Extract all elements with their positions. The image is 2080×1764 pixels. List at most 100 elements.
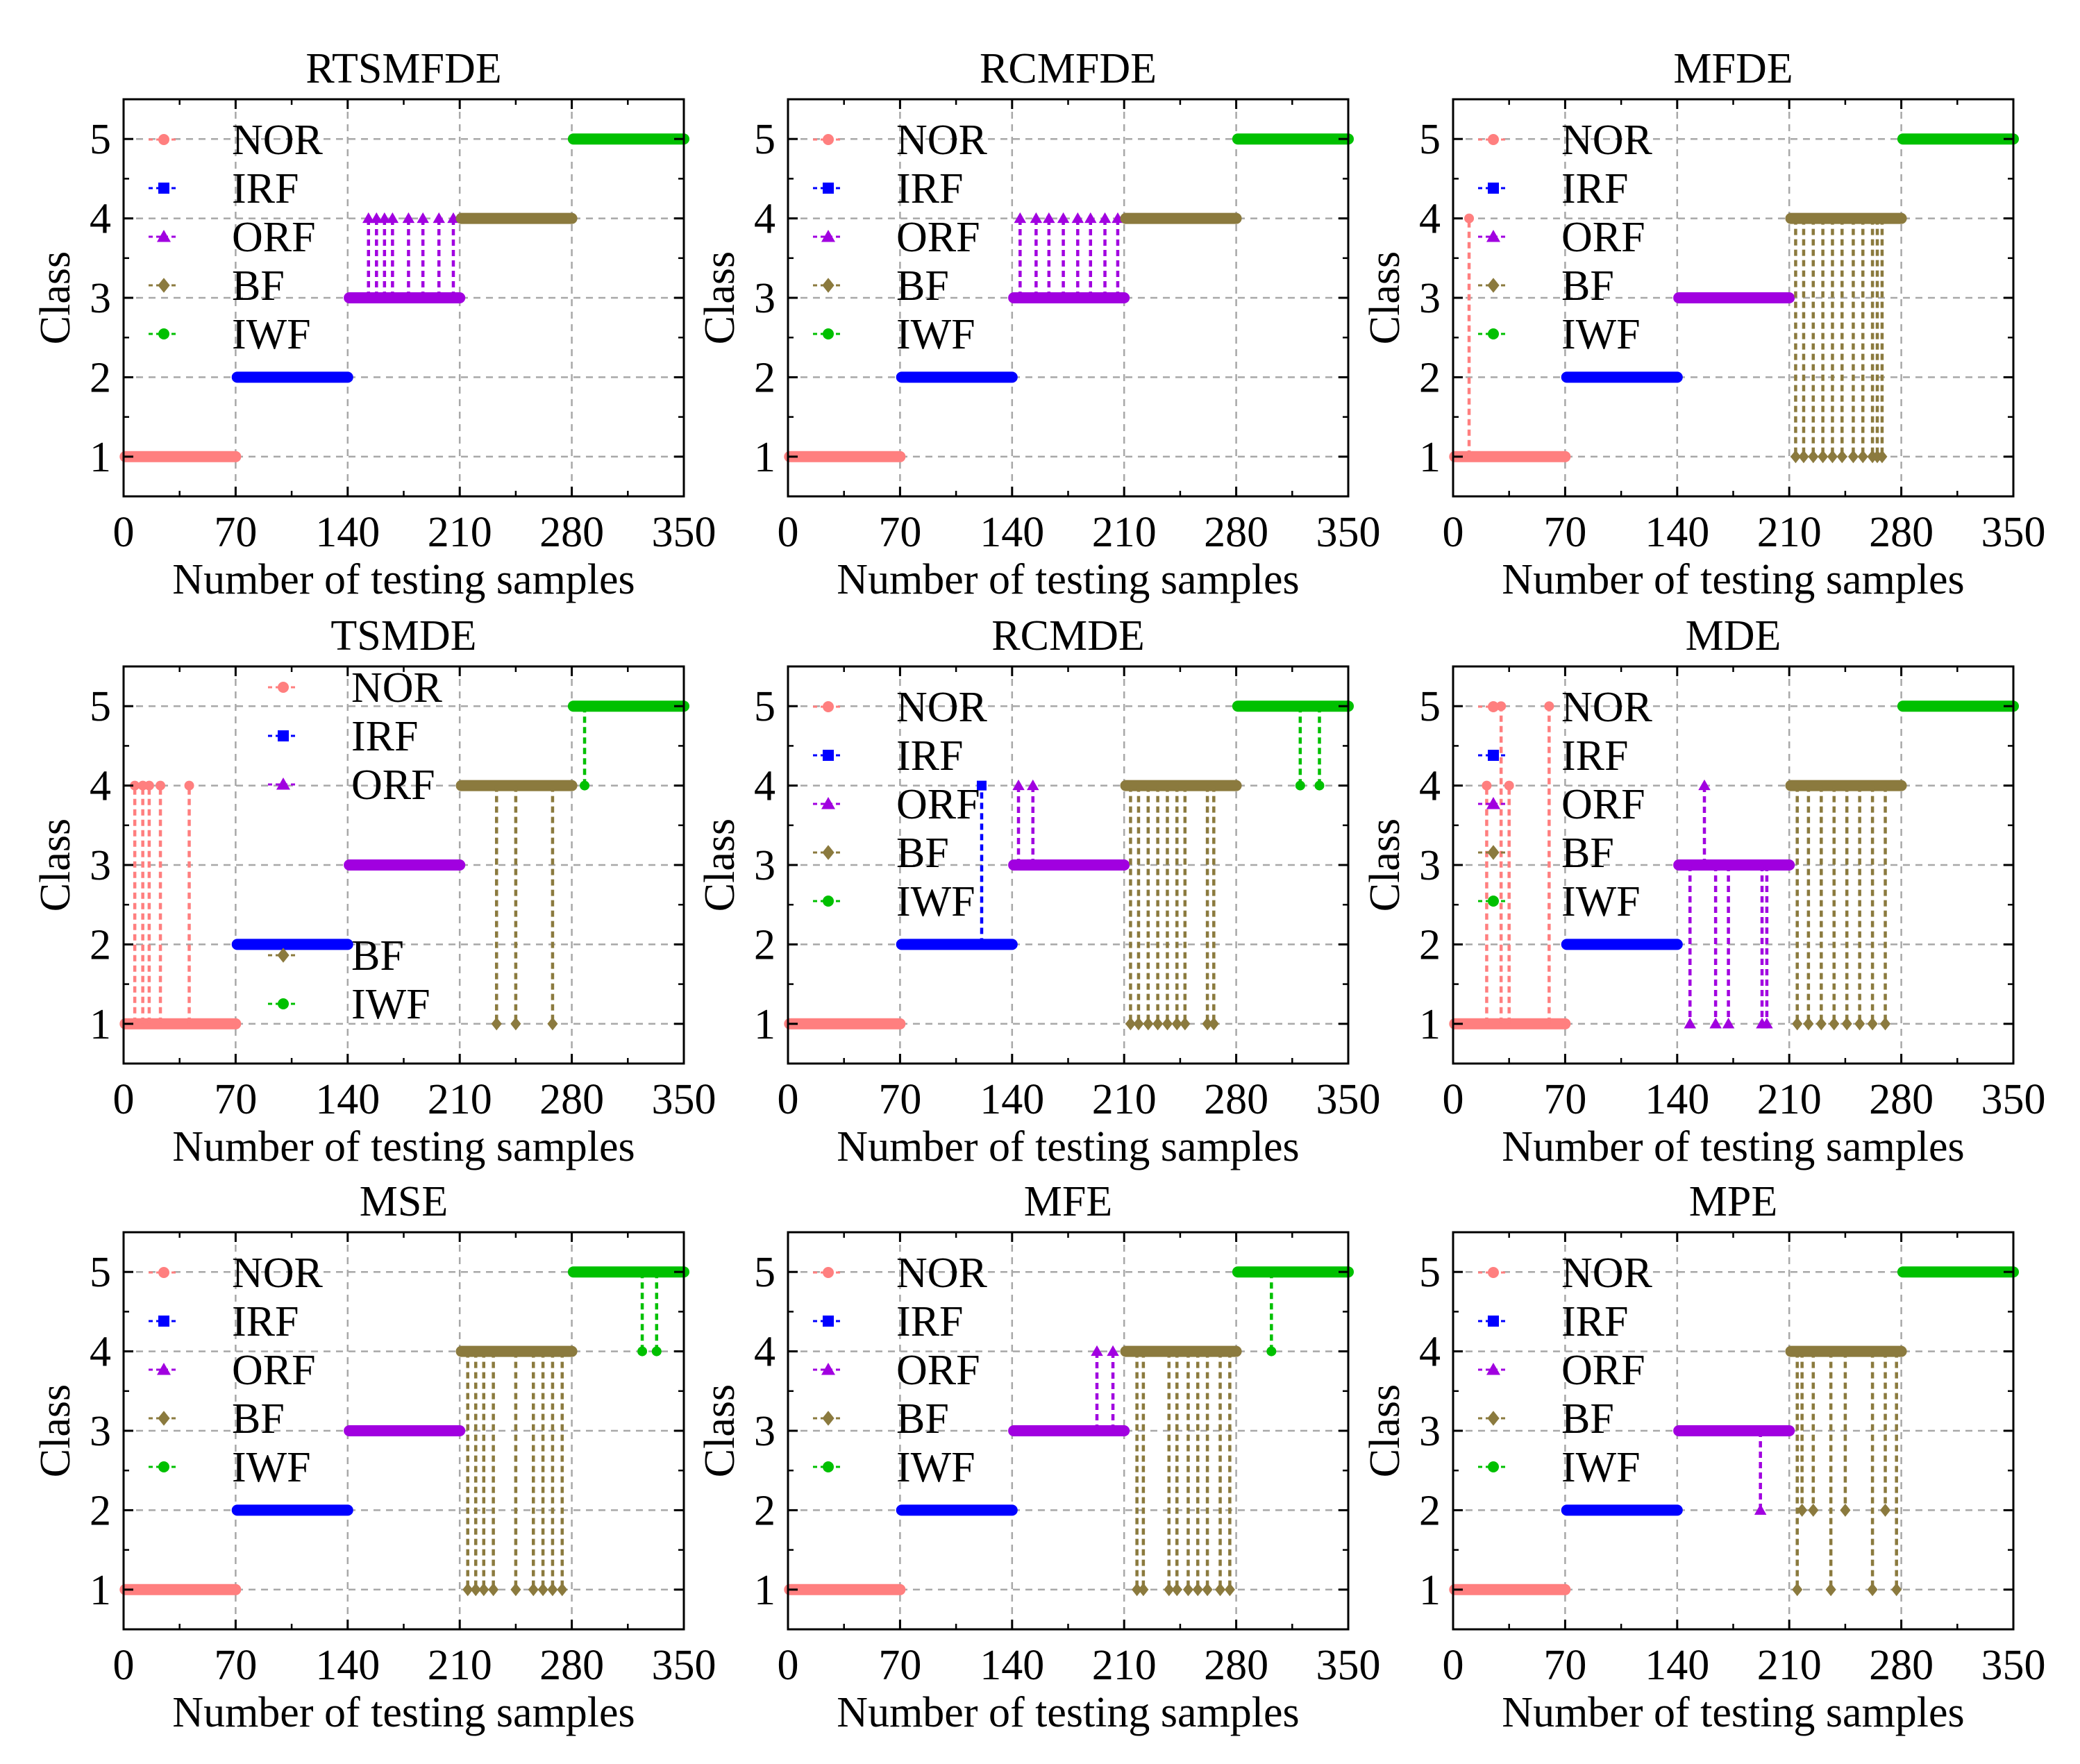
legend-marker-iwf [158,328,169,339]
x-tick-label: 350 [652,1642,716,1689]
x-tick-label: 0 [1443,1076,1464,1123]
chart-title: RCMDE [991,612,1144,660]
legend-marker-orf [1486,1363,1500,1375]
y-tick-label: 3 [754,842,775,889]
subplot-mde: 0 70 140 210 280 350 1 2 3 4 5 MDE Number of testing… [1361,612,2046,1170]
y-tick-label: 2 [1419,921,1441,968]
misclass-point-iwf [580,780,590,791]
plot-data [784,1266,1354,1597]
misclass-point-bf [1857,450,1868,464]
legend-marker-iwf [1488,1461,1499,1472]
ticks: 0 70 140 210 280 350 1 2 3 4 5 [90,99,716,556]
x-tick-label: 210 [1757,1076,1822,1123]
legend-label-iwf: IWF [1561,878,1641,925]
misclass-point-orf [1027,779,1039,791]
legend-marker-orf [276,778,290,790]
misclass-point-orf [433,212,445,224]
misclass-point-bf [1138,1583,1149,1597]
y-tick-label: 3 [1419,842,1441,889]
misclass-point-bf [1202,1017,1213,1031]
misclass-point-bf [1214,1583,1226,1597]
legend-label-iwf: IWF [351,981,430,1028]
misclass-point-orf [378,212,391,224]
x-axis-label: Number of testing samples [1502,1689,1964,1736]
misclass-point-bf [1867,1017,1878,1031]
legend-label-orf: ORF [896,1347,980,1394]
x-tick-label: 280 [1204,509,1268,556]
legend-marker-bf [1487,1411,1500,1426]
misclass-point-bf [1825,1583,1836,1597]
misclass-point-nor [144,780,154,791]
misclass-point-bf [1792,1583,1803,1597]
legend-marker-nor [1488,1267,1499,1278]
misclass-point-bf [1847,450,1859,464]
x-tick-label: 0 [778,509,799,556]
misclass-point-nor [1504,780,1514,791]
x-tick-label: 70 [214,509,257,556]
misclass-point-bf [1192,1583,1203,1597]
misclass-point-bf [1182,1583,1193,1597]
y-tick-label: 2 [1419,1487,1441,1534]
misclass-point-bf [1208,1017,1219,1031]
y-tick-label: 1 [754,434,775,481]
legend-label-irf: IRF [1561,732,1628,780]
misclass-point-orf [1722,1018,1735,1029]
misclass-point-bf [1797,1503,1808,1517]
legend-label-irf: IRF [1561,1298,1628,1345]
plot-data [784,133,1354,462]
y-tick-label: 4 [1419,196,1441,243]
legend-label-irf: IRF [896,1298,963,1345]
y-tick-label: 5 [1419,116,1441,163]
legend-label-orf: ORF [1561,1347,1645,1394]
misclass-point-orf [1043,212,1055,224]
legend-label-nor: NOR [1561,1250,1653,1297]
x-tick-label: 210 [428,1642,492,1689]
y-tick-label: 4 [90,196,111,243]
y-tick-label: 1 [1419,1567,1441,1614]
y-tick-label: 3 [90,1408,111,1455]
ticks: 0 70 140 210 280 350 1 2 3 4 5 [90,1232,716,1689]
y-tick-label: 5 [90,116,111,163]
misclass-point-iwf [1266,1346,1277,1356]
y-tick-label: 4 [754,1329,775,1376]
misclass-point-orf [1084,212,1097,224]
legend-marker-orf [157,1363,171,1375]
y-tick-label: 1 [90,434,111,481]
misclass-point-bf [1877,450,1888,464]
misclass-point-bf [1143,1017,1154,1031]
x-tick-label: 350 [1316,509,1381,556]
y-tick-label: 5 [1419,683,1441,730]
legend-marker-nor [158,134,169,145]
legend-marker-iwf [1488,328,1499,339]
misclass-point-orf [370,212,383,224]
misclass-point-bf [1879,1503,1891,1517]
misclass-point-orf [1057,212,1070,224]
x-tick-label: 210 [1092,1642,1157,1689]
misclass-point-bf [1818,450,1829,464]
legend-marker-iwf [1488,896,1499,907]
x-tick-label: 70 [1543,1642,1586,1689]
legend-label-iwf: IWF [232,311,311,358]
y-tick-label: 5 [754,116,775,163]
subplot-rtsmfde: 0 70 140 210 280 350 1 2 3 4 5 RTSMFDE Number of tes… [32,45,716,603]
x-tick-label: 140 [1645,1076,1709,1123]
misclass-point-irf [976,780,987,791]
ticks: 0 70 140 210 280 350 1 2 3 4 5 [90,666,716,1123]
misclass-point-bf [1836,450,1847,464]
y-tick-label: 2 [90,354,111,401]
legend-marker-bf [158,1411,170,1426]
misclass-point-bf [1854,1017,1865,1031]
legend-marker-orf [821,1363,835,1375]
y-tick-label: 3 [1419,1408,1441,1455]
ticks: 0 70 140 210 280 350 1 2 3 4 5 [1419,99,2046,556]
misclass-point-orf [402,212,415,224]
misclass-point-nor [1464,213,1475,224]
y-tick-label: 2 [754,921,775,968]
misclass-point-nor [1544,701,1554,712]
y-tick-label: 3 [90,842,111,889]
x-axis-label: Number of testing samples [837,556,1299,603]
legend-marker-bf [277,948,290,963]
x-tick-label: 350 [652,1076,716,1123]
